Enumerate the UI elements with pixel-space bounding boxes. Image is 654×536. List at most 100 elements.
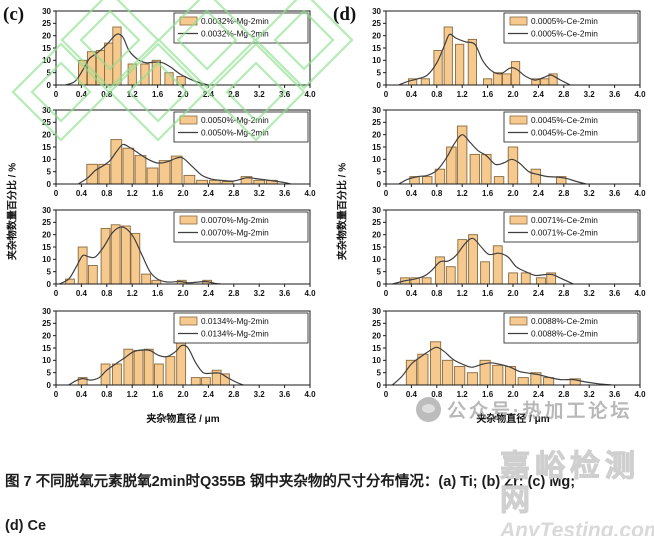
bar xyxy=(510,61,521,86)
svg-text:4.0: 4.0 xyxy=(304,390,316,399)
svg-text:25: 25 xyxy=(42,319,51,328)
axes-d2: 0 5 10 15 20 25 30 0 0.4 0.8 1.2 1.6 2.0 2.4 2.8 3.2 3.6… xyxy=(372,106,646,198)
bar xyxy=(164,72,174,86)
bar xyxy=(455,43,465,86)
svg-text:2.8: 2.8 xyxy=(558,90,570,99)
legend-bar-label: 0.0032%-Mg-2min xyxy=(201,16,269,26)
legend-line-label: 0.0088%-Ce-2min xyxy=(531,329,598,339)
legend-d3: 0.0071%-Ce-2min 0.0071%-Ce-2min xyxy=(503,211,639,243)
axes-d1: 0 5 10 15 20 25 30 0 0.4 0.8 1.2 1.6 2.0 2.4 2.8 3.2 3.6… xyxy=(372,7,646,99)
legend-c1: 0.0032%-Mg-2min 0.0032%-Mg-2min xyxy=(173,12,309,44)
bar xyxy=(468,234,478,285)
svg-text:15: 15 xyxy=(42,143,51,152)
bar xyxy=(517,377,529,386)
caption-line-1: 图 7 不同脱氧元素脱氧2min时Q355B 钢中夹杂物的尺寸分布情况：(a) … xyxy=(5,474,576,490)
svg-text:0.8: 0.8 xyxy=(101,289,113,298)
svg-text:4.0: 4.0 xyxy=(634,90,646,99)
svg-text:5: 5 xyxy=(47,368,52,377)
legend-d2: 0.0045%-Ce-2min 0.0045%-Ce-2min xyxy=(503,111,639,143)
fit-curve xyxy=(391,346,612,386)
bar xyxy=(112,363,122,386)
svg-text:20: 20 xyxy=(42,130,51,139)
legend-c2: 0.0050%-Mg-2min 0.0050%-Mg-2min xyxy=(173,111,309,143)
chart-svg-d4: 0 5 10 15 20 25 30 0 0.4 0.8 1.2 1.6 2.0 2.4 2.8 3.2 3.6… xyxy=(372,307,646,399)
svg-text:2.0: 2.0 xyxy=(177,289,189,298)
svg-text:20: 20 xyxy=(372,31,381,40)
bar xyxy=(134,155,147,185)
svg-text:3.6: 3.6 xyxy=(609,90,621,99)
bar xyxy=(493,176,505,185)
svg-text:30: 30 xyxy=(372,206,381,215)
svg-text:3.2: 3.2 xyxy=(584,189,596,198)
axes-c3: 0 5 10 15 20 25 30 0 0.4 0.8 1.2 1.6 2.0 2.4 2.8 3.2 3.6… xyxy=(42,206,316,298)
svg-text:5: 5 xyxy=(377,368,382,377)
legend-bar-label: 0.0134%-Mg-2min xyxy=(201,316,269,326)
legend-bar-swatch xyxy=(509,316,528,326)
fit-curve xyxy=(77,143,292,185)
fit-curve xyxy=(58,226,222,285)
svg-text:20: 20 xyxy=(42,31,51,40)
bar xyxy=(141,273,152,285)
svg-text:0: 0 xyxy=(384,90,389,99)
svg-text:2.0: 2.0 xyxy=(177,90,189,99)
svg-text:5: 5 xyxy=(377,267,382,276)
svg-text:10: 10 xyxy=(372,56,381,65)
bars-d4 xyxy=(405,341,581,386)
svg-text:0.8: 0.8 xyxy=(101,90,113,99)
bar xyxy=(540,78,550,86)
bar xyxy=(200,377,211,386)
svg-text:1.6: 1.6 xyxy=(152,90,164,99)
svg-text:10: 10 xyxy=(372,356,381,365)
svg-text:4.0: 4.0 xyxy=(304,189,316,198)
svg-text:3.6: 3.6 xyxy=(609,390,621,399)
legend-bar-label: 0.0071%-Ce-2min xyxy=(531,215,598,225)
bar xyxy=(446,146,457,185)
bar xyxy=(176,75,186,86)
svg-text:0.8: 0.8 xyxy=(431,189,443,198)
chart-svg-c2: 0 5 10 15 20 25 30 0 0.4 0.8 1.2 1.6 2.0 2.4 2.8 3.2 3.6… xyxy=(42,106,316,198)
svg-text:2.8: 2.8 xyxy=(228,90,240,99)
bar xyxy=(493,72,503,86)
svg-text:30: 30 xyxy=(42,106,51,115)
bar xyxy=(146,167,159,185)
svg-text:0: 0 xyxy=(377,280,382,289)
svg-text:5: 5 xyxy=(377,68,382,77)
svg-text:10: 10 xyxy=(372,155,381,164)
svg-text:30: 30 xyxy=(372,7,381,16)
legend-bar-label: 0.0050%-Mg-2min xyxy=(201,115,269,125)
bar xyxy=(445,266,456,285)
bar xyxy=(469,153,481,185)
figure-caption: 图 7 不同脱氧元素脱氧2min时Q355B 钢中夹杂物的尺寸分布情况：(a) … xyxy=(5,460,651,536)
legend-line-label: 0.0070%-Mg-2min xyxy=(201,228,269,238)
x-axis-label-left: 夹杂物直径 / μm xyxy=(146,414,220,425)
svg-text:2.0: 2.0 xyxy=(507,289,519,298)
svg-text:10: 10 xyxy=(42,155,51,164)
svg-text:4.0: 4.0 xyxy=(304,289,316,298)
bar xyxy=(422,176,433,185)
legend-bar-swatch xyxy=(509,16,528,26)
svg-text:5: 5 xyxy=(47,68,52,77)
bars-c4 xyxy=(77,335,230,386)
legend-bar-swatch xyxy=(179,16,198,26)
bar xyxy=(140,63,150,86)
svg-text:1.2: 1.2 xyxy=(127,189,139,198)
svg-text:4.0: 4.0 xyxy=(634,289,646,298)
bar xyxy=(143,348,154,386)
svg-text:0: 0 xyxy=(47,381,52,390)
bar xyxy=(507,146,519,185)
svg-text:5: 5 xyxy=(47,167,52,176)
svg-text:4.0: 4.0 xyxy=(304,90,316,99)
svg-text:0: 0 xyxy=(384,189,389,198)
svg-text:2.4: 2.4 xyxy=(533,390,545,399)
svg-text:0: 0 xyxy=(54,189,59,198)
svg-text:0.4: 0.4 xyxy=(76,289,88,298)
svg-text:0.4: 0.4 xyxy=(76,189,88,198)
svg-text:1.6: 1.6 xyxy=(482,289,494,298)
svg-text:30: 30 xyxy=(42,7,51,16)
svg-text:1.6: 1.6 xyxy=(152,289,164,298)
bar xyxy=(454,366,466,386)
svg-text:1.2: 1.2 xyxy=(127,390,139,399)
svg-text:4.0: 4.0 xyxy=(634,189,646,198)
histogram-c2-mg-0050: 0 5 10 15 20 25 30 0 0.4 0.8 1.2 1.6 2.0 2.4 2.8 3.2 3.6… xyxy=(28,105,330,205)
